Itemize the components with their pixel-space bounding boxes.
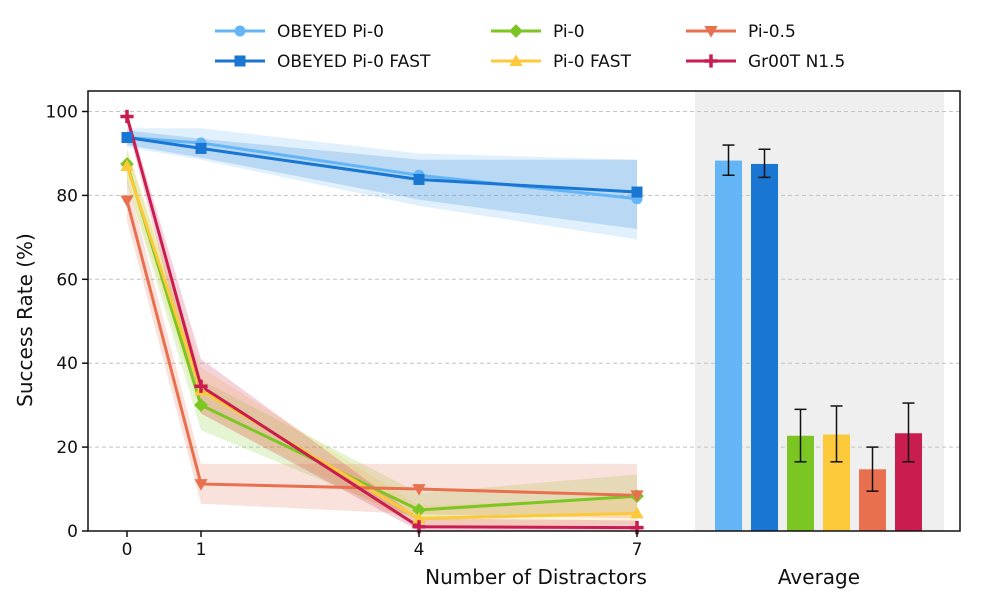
data-point: [412, 511, 426, 524]
series-line: [125, 165, 638, 520]
legend-swatch-marker: [509, 24, 523, 38]
x-tick-label: 4: [414, 540, 425, 560]
legend-swatch-marker: [234, 55, 246, 67]
y-tick-label: 100: [46, 103, 78, 123]
x-tick-label: 0: [122, 540, 133, 560]
average-bar: [715, 160, 742, 532]
data-point: [194, 479, 208, 491]
x-tick-label: 1: [196, 540, 207, 560]
y-tick-label: 60: [56, 270, 78, 290]
legend: OBEYED Pi-0 OBEYED Pi-0 FAST Pi-0 Pi-0 FAST…: [215, 22, 845, 72]
data-point: [413, 173, 425, 185]
y-tick-label: 20: [56, 438, 78, 458]
legend-swatch-marker: [509, 54, 523, 66]
legend-label: Gr00T N1.5: [748, 52, 845, 72]
legend-label: Pi-0 FAST: [553, 52, 632, 72]
series-line: [126, 136, 638, 194]
data-point: [195, 142, 207, 154]
y-tick-label: 80: [56, 186, 78, 206]
legend-label: OBEYED Pi-0 FAST: [277, 52, 431, 72]
data-point: [412, 503, 426, 517]
data-point: [631, 186, 643, 198]
y-axis-title: Success Rate (%): [13, 233, 37, 407]
legend-swatch-marker: [704, 54, 718, 68]
series-lines: [125, 116, 638, 530]
axes: 0 20 40 60 80 100 0 1 4 7: [46, 90, 961, 560]
confidence-band: [127, 178, 637, 519]
series-line: [125, 200, 638, 497]
legend-label: Pi-0.5: [748, 22, 796, 42]
average-bars: [715, 144, 922, 532]
y-tick-label: 0: [67, 522, 78, 542]
data-point: [194, 398, 208, 413]
x-tick-label: 7: [632, 540, 643, 560]
series-markers: [120, 109, 644, 535]
series-line: [125, 116, 638, 530]
average-label: Average: [778, 565, 860, 589]
data-point: [120, 159, 134, 171]
y-tick-label: 40: [56, 354, 78, 374]
data-point: [630, 490, 644, 502]
x-axis-title: Number of Distractors: [425, 565, 647, 589]
legend-swatch-marker: [234, 25, 246, 37]
gridlines: [88, 111, 960, 448]
data-point: [630, 506, 644, 519]
data-point: [120, 195, 134, 208]
data-point: [121, 132, 133, 144]
data-point: [120, 109, 134, 124]
legend-label: Pi-0: [553, 22, 585, 42]
confidence-band: [127, 111, 637, 531]
legend-swatch-marker: [704, 26, 718, 38]
average-bar: [751, 163, 778, 531]
legend-label: OBEYED Pi-0: [277, 22, 384, 42]
plot-frame: [87, 90, 961, 532]
data-point: [194, 379, 208, 393]
data-point: [412, 484, 426, 496]
confidence-band: [127, 149, 637, 521]
